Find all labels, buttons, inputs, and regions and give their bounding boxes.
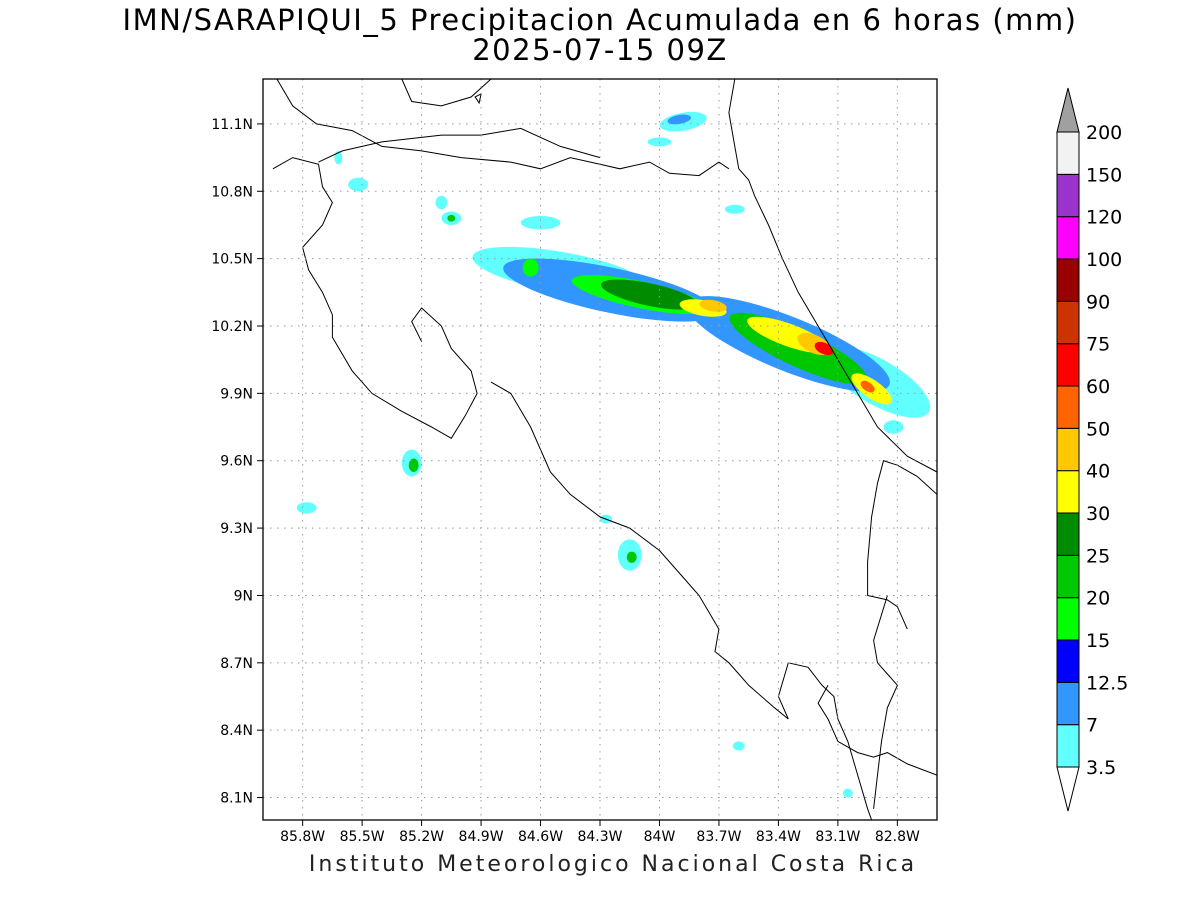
legend-swatch bbox=[1056, 597, 1080, 641]
lat-tick-label: 8.4N bbox=[220, 723, 253, 739]
coastline-segment bbox=[817, 685, 937, 776]
coastline-segment bbox=[401, 79, 492, 107]
longitude-tick-labels: 85.8W 85.5W 85.2W 84.9W 84.6W 84.3W 84W 83.7W 83… bbox=[280, 820, 920, 845]
legend-swatch bbox=[1056, 300, 1080, 345]
lon-tick-label: 85.8W bbox=[280, 829, 325, 845]
precip-cell bbox=[626, 551, 637, 563]
legend-swatch bbox=[1056, 639, 1080, 683]
precipitation-field bbox=[296, 111, 931, 798]
legend-label: 15 bbox=[1086, 630, 1110, 652]
lon-tick-label: 84.6W bbox=[518, 829, 563, 845]
legend-swatch bbox=[1056, 681, 1080, 726]
precip-cell bbox=[408, 458, 419, 472]
lon-tick-label: 85.5W bbox=[340, 829, 385, 845]
lon-tick-label: 84.9W bbox=[459, 829, 504, 845]
legend-swatch bbox=[1056, 216, 1080, 260]
legend-label: 7 bbox=[1086, 715, 1098, 737]
legend-label: 30 bbox=[1086, 503, 1110, 525]
precip-cell bbox=[814, 341, 834, 356]
legend-swatch bbox=[1056, 343, 1080, 387]
precip-cell bbox=[860, 380, 875, 393]
precip-cell bbox=[601, 279, 699, 310]
coastline-segment bbox=[276, 79, 730, 177]
legend-label: 3.5 bbox=[1086, 757, 1116, 779]
legend-label: 100 bbox=[1086, 249, 1122, 271]
lat-tick-label: 9.6N bbox=[220, 454, 253, 470]
lat-tick-label: 9.3N bbox=[220, 521, 253, 537]
legend-swatch bbox=[1056, 554, 1080, 599]
coastline-segment bbox=[867, 460, 937, 630]
map-title-line2: 2025-07-15 09Z bbox=[472, 33, 728, 67]
legend-swatch bbox=[1056, 427, 1080, 472]
lon-tick-label: 83.7W bbox=[696, 829, 741, 845]
coastline-borders bbox=[272, 79, 937, 820]
lat-tick-label: 11.1N bbox=[211, 117, 253, 133]
legend-arrow-max bbox=[1056, 87, 1080, 133]
lat-tick-label: 10.8N bbox=[211, 184, 253, 200]
lon-tick-label: 84W bbox=[644, 829, 676, 845]
legend-label: 75 bbox=[1086, 334, 1110, 356]
lat-tick-label: 8.1N bbox=[220, 791, 253, 807]
legend-arrow-min bbox=[1056, 766, 1080, 812]
lon-tick-label: 84.3W bbox=[577, 829, 622, 845]
legend-swatch bbox=[1056, 173, 1080, 218]
legend-label: 120 bbox=[1086, 207, 1122, 229]
coastline-segment bbox=[490, 381, 789, 720]
coastline-segment bbox=[777, 662, 873, 820]
precip-cell bbox=[435, 195, 448, 210]
legend-label: 20 bbox=[1086, 588, 1110, 610]
coastline-segment bbox=[272, 157, 478, 439]
coastline-segment bbox=[318, 127, 601, 163]
precip-cell bbox=[699, 299, 727, 312]
map-title-line1: IMN/SARAPIQUI_5 Precipitacion Acumulada … bbox=[122, 3, 1078, 37]
latitude-tick-labels: 11.1N 10.8N 10.5N 10.2N 9.9N 9.6N 9.3N 9N 8.7N 8.… bbox=[211, 117, 263, 807]
precip-cell bbox=[724, 204, 745, 214]
legend-label: 12.5 bbox=[1086, 672, 1128, 694]
legend-swatch bbox=[1056, 385, 1080, 429]
lat-tick-label: 9N bbox=[234, 588, 253, 604]
precip-cell bbox=[447, 214, 456, 222]
legend-label: 60 bbox=[1086, 376, 1110, 398]
lat-lon-grid bbox=[263, 79, 937, 820]
footer-credit: Instituto Meteorologico Nacional Costa R… bbox=[308, 852, 918, 877]
legend-label: 25 bbox=[1086, 545, 1110, 567]
legend-label: 40 bbox=[1086, 461, 1110, 483]
lat-tick-label: 8.7N bbox=[220, 656, 253, 672]
legend-swatch bbox=[1056, 724, 1080, 768]
legend-label: 200 bbox=[1086, 122, 1122, 144]
legend-label: 90 bbox=[1086, 291, 1110, 313]
precip-cell bbox=[883, 420, 904, 434]
precip-cell bbox=[296, 502, 317, 514]
precip-cell bbox=[667, 114, 692, 125]
lat-tick-label: 9.9N bbox=[220, 386, 253, 402]
precip-cell bbox=[522, 258, 539, 277]
legend-label: 150 bbox=[1086, 164, 1122, 186]
precip-cell bbox=[732, 741, 745, 751]
precip-cell bbox=[520, 215, 561, 230]
legend-swatch bbox=[1056, 512, 1080, 556]
lon-tick-label: 82.8W bbox=[875, 829, 920, 845]
lon-tick-label: 83.4W bbox=[756, 829, 801, 845]
legend-label: 50 bbox=[1086, 418, 1110, 440]
island-outline bbox=[474, 93, 482, 105]
lon-tick-label: 83.1W bbox=[815, 829, 860, 845]
coastline-segment bbox=[873, 595, 898, 809]
precip-cell bbox=[647, 137, 672, 147]
precip-cell bbox=[348, 177, 369, 192]
legend-swatch bbox=[1056, 258, 1080, 302]
lat-tick-label: 10.2N bbox=[211, 319, 253, 335]
lon-tick-label: 85.2W bbox=[399, 829, 444, 845]
legend-swatch bbox=[1056, 470, 1080, 514]
color-legend: 3.5 7 12.5 15 20 25 30 40 50 60 75 90 100 120 150 200 bbox=[1056, 87, 1128, 812]
legend-swatch bbox=[1056, 131, 1080, 175]
precip-cell bbox=[842, 788, 853, 798]
lat-tick-label: 10.5N bbox=[211, 252, 253, 268]
